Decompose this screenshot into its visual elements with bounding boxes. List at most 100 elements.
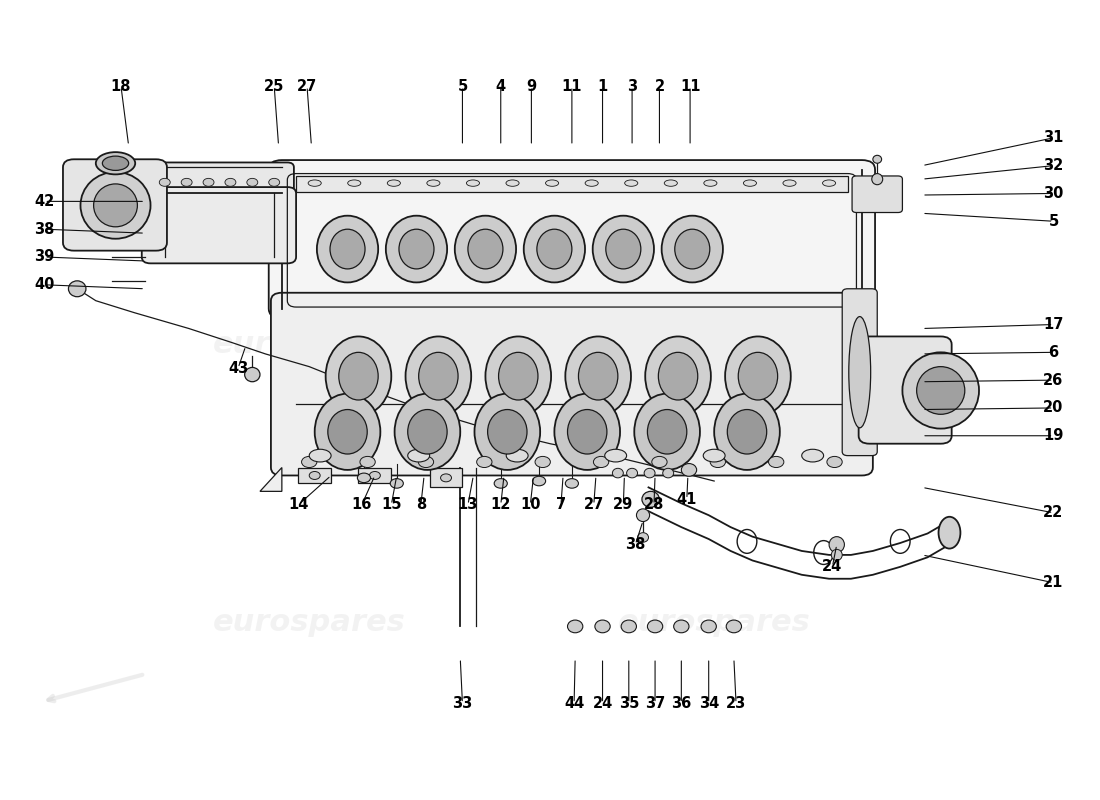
Ellipse shape bbox=[68, 281, 86, 297]
Ellipse shape bbox=[358, 473, 371, 482]
Ellipse shape bbox=[635, 394, 700, 470]
Ellipse shape bbox=[454, 216, 516, 282]
Ellipse shape bbox=[568, 410, 607, 454]
Ellipse shape bbox=[823, 180, 836, 186]
Text: 22: 22 bbox=[1043, 506, 1064, 520]
Text: 31: 31 bbox=[1043, 130, 1064, 146]
Ellipse shape bbox=[102, 156, 129, 170]
FancyBboxPatch shape bbox=[144, 162, 294, 202]
Ellipse shape bbox=[627, 468, 638, 478]
Text: 36: 36 bbox=[671, 696, 692, 711]
Text: 9: 9 bbox=[526, 78, 537, 94]
Ellipse shape bbox=[902, 352, 979, 429]
Text: 44: 44 bbox=[564, 696, 584, 711]
FancyBboxPatch shape bbox=[271, 293, 873, 475]
Ellipse shape bbox=[593, 457, 608, 467]
Ellipse shape bbox=[827, 457, 843, 467]
Ellipse shape bbox=[565, 337, 631, 416]
Ellipse shape bbox=[704, 180, 717, 186]
Ellipse shape bbox=[673, 620, 689, 633]
Ellipse shape bbox=[595, 620, 610, 633]
Text: 21: 21 bbox=[1043, 575, 1064, 590]
Ellipse shape bbox=[408, 450, 430, 462]
Text: 7: 7 bbox=[556, 498, 566, 512]
Bar bbox=[296, 176, 848, 192]
Text: 11: 11 bbox=[562, 78, 582, 94]
Ellipse shape bbox=[849, 317, 871, 428]
Ellipse shape bbox=[829, 537, 845, 553]
Ellipse shape bbox=[662, 468, 673, 478]
Ellipse shape bbox=[661, 216, 723, 282]
Text: 3: 3 bbox=[627, 78, 637, 94]
Ellipse shape bbox=[419, 352, 458, 400]
Text: 38: 38 bbox=[625, 537, 646, 552]
Ellipse shape bbox=[642, 491, 659, 507]
Ellipse shape bbox=[645, 468, 656, 478]
Ellipse shape bbox=[328, 410, 367, 454]
Ellipse shape bbox=[625, 180, 638, 186]
Text: 34: 34 bbox=[698, 696, 718, 711]
Text: 17: 17 bbox=[1043, 317, 1064, 332]
Ellipse shape bbox=[727, 410, 767, 454]
Ellipse shape bbox=[802, 450, 824, 462]
Bar bbox=[359, 467, 392, 483]
Ellipse shape bbox=[579, 352, 618, 400]
Ellipse shape bbox=[506, 450, 528, 462]
FancyBboxPatch shape bbox=[852, 176, 902, 213]
Text: 39: 39 bbox=[34, 250, 55, 265]
Text: 24: 24 bbox=[593, 696, 613, 711]
Text: 26: 26 bbox=[1043, 373, 1064, 388]
Text: eurospares: eurospares bbox=[212, 608, 406, 637]
Ellipse shape bbox=[427, 180, 440, 186]
Text: 19: 19 bbox=[1043, 428, 1064, 443]
Text: 38: 38 bbox=[34, 222, 55, 237]
Text: 24: 24 bbox=[822, 559, 843, 574]
Text: 10: 10 bbox=[520, 498, 540, 512]
Text: eurospares: eurospares bbox=[618, 330, 811, 359]
Ellipse shape bbox=[244, 367, 260, 382]
Ellipse shape bbox=[506, 180, 519, 186]
Ellipse shape bbox=[565, 478, 579, 488]
Ellipse shape bbox=[658, 352, 697, 400]
Ellipse shape bbox=[872, 174, 882, 185]
Ellipse shape bbox=[637, 509, 650, 522]
Ellipse shape bbox=[738, 352, 778, 400]
Ellipse shape bbox=[593, 216, 654, 282]
Text: 2: 2 bbox=[654, 78, 664, 94]
Text: 41: 41 bbox=[676, 492, 697, 507]
Text: 32: 32 bbox=[1043, 158, 1064, 173]
Text: 33: 33 bbox=[452, 696, 473, 711]
Ellipse shape bbox=[80, 172, 151, 238]
Ellipse shape bbox=[537, 229, 572, 269]
Ellipse shape bbox=[714, 394, 780, 470]
Ellipse shape bbox=[317, 216, 378, 282]
Text: 14: 14 bbox=[288, 498, 308, 512]
Ellipse shape bbox=[494, 478, 507, 488]
Ellipse shape bbox=[390, 478, 404, 488]
Ellipse shape bbox=[524, 216, 585, 282]
Ellipse shape bbox=[268, 178, 279, 186]
Ellipse shape bbox=[701, 620, 716, 633]
Ellipse shape bbox=[386, 216, 447, 282]
Ellipse shape bbox=[204, 178, 214, 186]
Text: 11: 11 bbox=[680, 78, 701, 94]
Ellipse shape bbox=[487, 410, 527, 454]
Text: 27: 27 bbox=[297, 78, 317, 94]
Ellipse shape bbox=[652, 457, 667, 467]
Ellipse shape bbox=[406, 337, 471, 416]
Ellipse shape bbox=[568, 620, 583, 633]
Ellipse shape bbox=[309, 471, 320, 479]
Ellipse shape bbox=[769, 457, 784, 467]
Ellipse shape bbox=[330, 229, 365, 269]
Ellipse shape bbox=[726, 620, 741, 633]
Ellipse shape bbox=[703, 450, 725, 462]
Text: eurospares: eurospares bbox=[618, 608, 811, 637]
Text: 12: 12 bbox=[491, 498, 510, 512]
Text: 25: 25 bbox=[264, 78, 285, 94]
Text: 6: 6 bbox=[1048, 345, 1058, 360]
Ellipse shape bbox=[674, 229, 710, 269]
Text: 8: 8 bbox=[416, 498, 426, 512]
Text: 16: 16 bbox=[352, 498, 372, 512]
Ellipse shape bbox=[873, 155, 881, 163]
Text: 5: 5 bbox=[458, 78, 468, 94]
